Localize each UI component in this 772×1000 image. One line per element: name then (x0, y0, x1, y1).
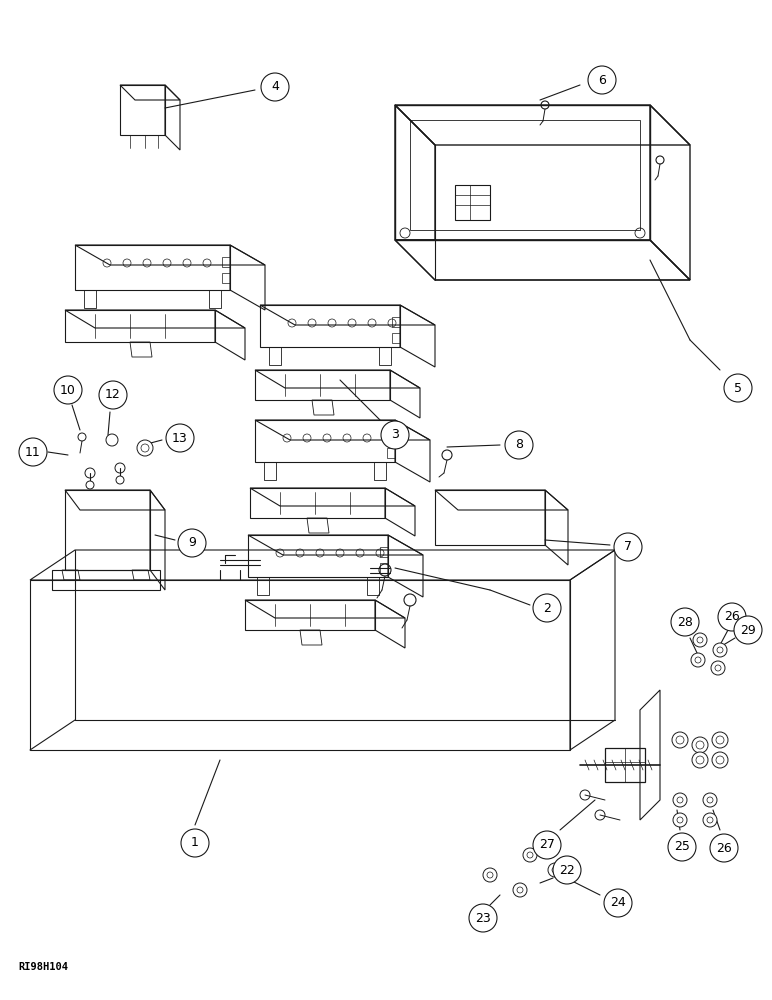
Circle shape (703, 793, 717, 807)
Circle shape (711, 661, 725, 675)
Circle shape (513, 883, 527, 897)
Circle shape (718, 603, 746, 631)
Text: 11: 11 (25, 446, 41, 458)
Text: 2: 2 (543, 601, 551, 614)
Text: 12: 12 (105, 388, 121, 401)
Circle shape (703, 813, 717, 827)
Text: 8: 8 (515, 438, 523, 452)
Text: 10: 10 (60, 383, 76, 396)
Circle shape (672, 732, 688, 748)
Circle shape (261, 73, 289, 101)
Circle shape (692, 752, 708, 768)
Text: 25: 25 (674, 840, 690, 854)
Circle shape (54, 376, 82, 404)
Text: 29: 29 (740, 624, 756, 637)
Circle shape (604, 889, 632, 917)
Circle shape (86, 481, 94, 489)
Circle shape (712, 752, 728, 768)
Text: 26: 26 (716, 842, 732, 854)
Text: 5: 5 (734, 381, 742, 394)
Circle shape (99, 381, 127, 409)
Circle shape (673, 793, 687, 807)
Circle shape (713, 643, 727, 657)
Circle shape (116, 476, 124, 484)
Circle shape (692, 737, 708, 753)
Circle shape (712, 732, 728, 748)
Circle shape (483, 868, 497, 882)
Circle shape (523, 848, 537, 862)
Circle shape (533, 594, 561, 622)
Circle shape (693, 633, 707, 647)
Text: 26: 26 (724, 610, 740, 624)
Text: 3: 3 (391, 428, 399, 442)
Circle shape (181, 829, 209, 857)
Circle shape (724, 374, 752, 402)
Circle shape (548, 863, 562, 877)
Text: 4: 4 (271, 81, 279, 94)
Circle shape (505, 431, 533, 459)
Text: 13: 13 (172, 432, 188, 444)
Circle shape (710, 834, 738, 862)
Circle shape (671, 608, 699, 636)
Text: 6: 6 (598, 74, 606, 87)
Text: 24: 24 (610, 896, 626, 910)
Circle shape (381, 421, 409, 449)
Circle shape (673, 813, 687, 827)
Circle shape (469, 904, 497, 932)
Circle shape (533, 831, 561, 859)
Circle shape (668, 833, 696, 861)
Text: 7: 7 (624, 540, 632, 554)
Circle shape (178, 529, 206, 557)
Circle shape (166, 424, 194, 452)
Text: 22: 22 (559, 863, 575, 876)
Text: 28: 28 (677, 615, 693, 629)
Circle shape (137, 440, 153, 456)
Circle shape (588, 66, 616, 94)
Text: 23: 23 (475, 912, 491, 924)
Circle shape (553, 856, 581, 884)
Circle shape (691, 653, 705, 667)
Text: 9: 9 (188, 536, 196, 550)
Circle shape (734, 616, 762, 644)
Text: 1: 1 (191, 836, 199, 850)
Circle shape (614, 533, 642, 561)
Text: 27: 27 (539, 838, 555, 852)
Text: RI98H104: RI98H104 (18, 962, 68, 972)
Circle shape (19, 438, 47, 466)
